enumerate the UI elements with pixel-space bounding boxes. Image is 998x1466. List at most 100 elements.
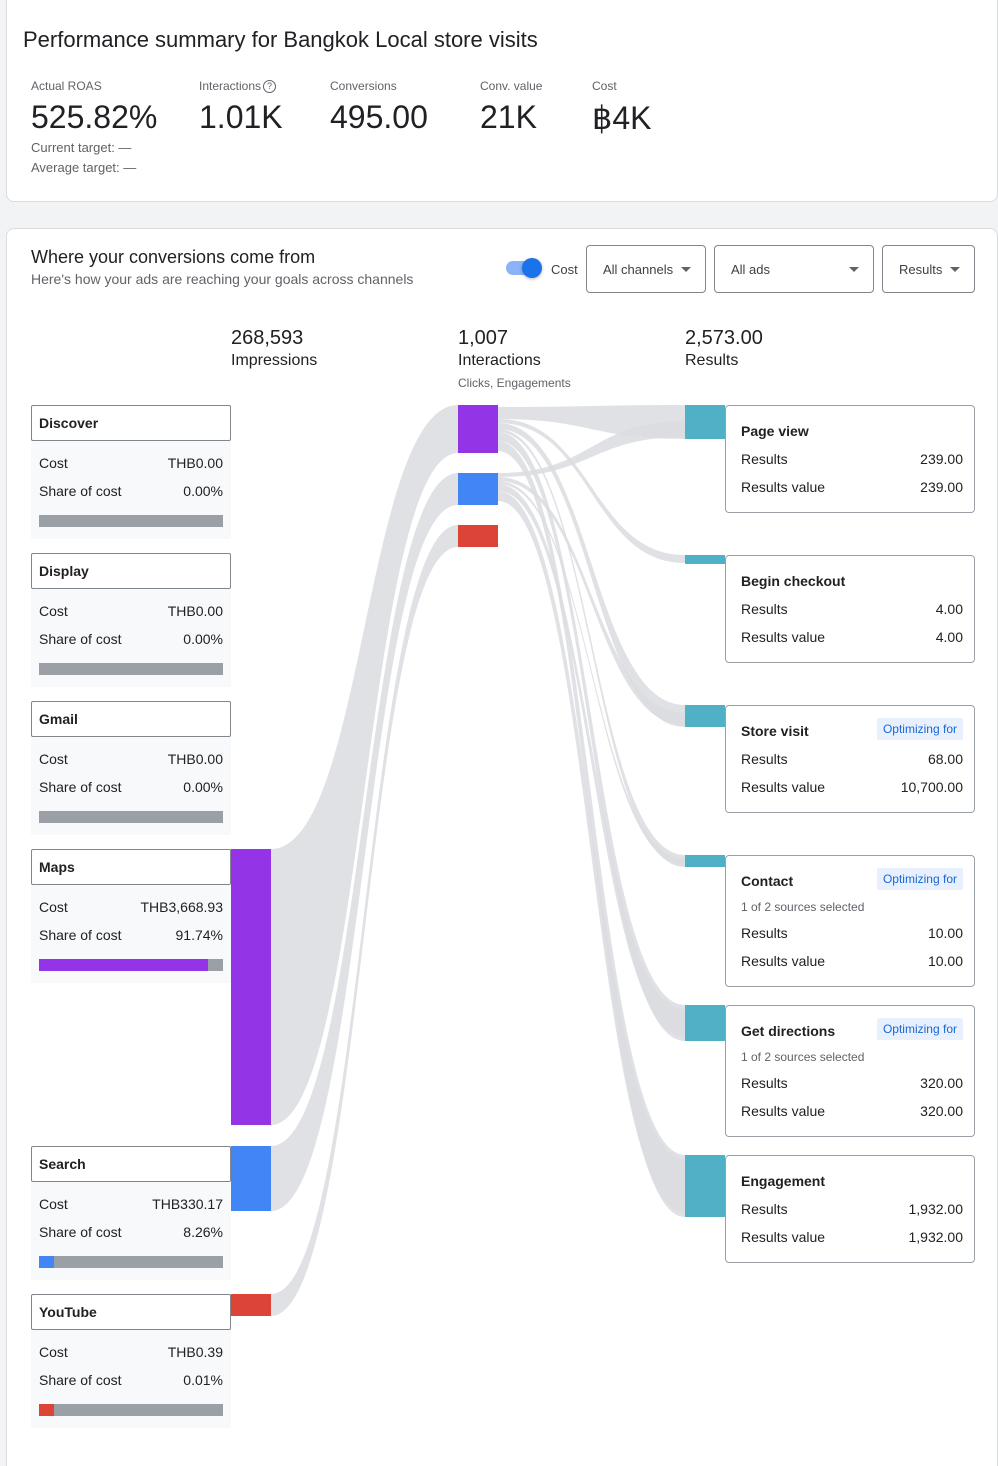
share-of-cost-fill <box>39 1404 54 1416</box>
channel-card-search[interactable]: Search Cost THB330.17 Share of cost 8.26% <box>31 1146 231 1280</box>
results-value: 10,700.00 <box>900 779 963 795</box>
node-interactions-maps <box>458 405 498 453</box>
optimizing-for-badge: Optimizing for <box>876 1018 963 1040</box>
result-card-store-visit[interactable]: Store visit Optimizing for Results 68.00 … <box>725 705 975 813</box>
results-count: 68.00 <box>927 751 963 767</box>
sources-note: 1 of 2 sources selected <box>741 900 865 914</box>
share-label: Share of cost <box>39 927 122 943</box>
impressions-count: 268,593 <box>231 327 304 349</box>
share-value: 0.00% <box>183 779 223 795</box>
results-count: 239.00 <box>920 451 963 467</box>
share-label: Share of cost <box>39 779 122 795</box>
node-result-contact <box>685 855 725 867</box>
share-of-cost-bar <box>39 1404 223 1416</box>
result-card-page-view[interactable]: Page view Results 239.00 Results value 239… <box>725 405 975 513</box>
share-of-cost-bar <box>39 811 223 823</box>
ads-dropdown[interactable]: All ads <box>714 245 874 293</box>
results-dropdown[interactable]: Results <box>882 245 975 293</box>
channel-share-row: Share of cost 0.00% <box>31 779 231 795</box>
channel-card-youtube[interactable]: YouTube Cost THB0.39 Share of cost 0.01% <box>31 1294 231 1428</box>
channel-share-row: Share of cost 91.74% <box>31 927 231 943</box>
result-name: Engagement <box>741 1173 826 1189</box>
conversion-flow-card: Where your conversions come from Here's … <box>6 228 998 1466</box>
node-youtube <box>231 1294 271 1316</box>
help-icon[interactable]: ? <box>263 79 277 93</box>
share-value: 0.01% <box>183 1372 223 1388</box>
dropdown-arrow-icon <box>849 267 859 272</box>
results-row: Results 1,932.00 <box>741 1201 963 1217</box>
flow-link-get-directions <box>498 432 685 1041</box>
cost-value: THB0.00 <box>167 455 223 471</box>
share-of-cost-bar <box>39 959 223 971</box>
cost-label: Cost <box>39 1196 68 1212</box>
share-value: 8.26% <box>183 1224 223 1240</box>
node-result-get-directions <box>685 1005 725 1041</box>
result-name: Contact <box>741 873 794 889</box>
results-value-row: Results value 10.00 <box>741 953 963 969</box>
share-of-cost-fill <box>39 959 208 971</box>
results-label: Results <box>741 601 788 617</box>
sankey-flow-diagram <box>231 405 725 1316</box>
flow-subtitle: Here's how your ads are reaching your go… <box>31 271 414 287</box>
results-value-row: Results value 10,700.00 <box>741 779 963 795</box>
channel-cost-row: Cost THB3,668.93 <box>31 899 231 915</box>
flow-title: Where your conversions come from <box>31 247 316 267</box>
result-card-get-directions[interactable]: Get directions Optimizing for 1 of 2 sou… <box>725 1005 975 1137</box>
metric-value: 525.82% <box>31 99 158 135</box>
performance-summary-card: Performance summary for Bangkok Local st… <box>6 0 998 202</box>
results-label: Results <box>741 751 788 767</box>
node-result-page-view <box>685 405 725 439</box>
share-label: Share of cost <box>39 631 122 647</box>
channel-card-gmail[interactable]: Gmail Cost THB0.00 Share of cost 0.00% <box>31 701 231 835</box>
result-card-contact[interactable]: Contact Optimizing for 1 of 2 sources se… <box>725 855 975 987</box>
metric-value: 495.00 <box>330 99 428 135</box>
results-value: 10.00 <box>927 953 963 969</box>
results-row: Results 10.00 <box>741 925 963 941</box>
channel-card-maps[interactable]: Maps Cost THB3,668.93 Share of cost 91.74% <box>31 849 231 983</box>
channels-dropdown[interactable]: All channels <box>586 245 706 293</box>
metric-label: Interactions <box>199 79 262 93</box>
results-label: Results <box>741 925 788 941</box>
cost-toggle[interactable] <box>506 257 542 279</box>
share-value: 91.74% <box>175 927 223 943</box>
results-row: Results 68.00 <box>741 751 963 767</box>
channel-share-row: Share of cost 8.26% <box>31 1224 231 1240</box>
results-header: 2,573.00 Results <box>685 327 763 370</box>
impressions-header: 268,593 Impressions <box>231 327 317 370</box>
results-label: Results <box>685 352 739 369</box>
channel-share-row: Share of cost 0.00% <box>31 631 231 647</box>
summary-title: Performance summary for Bangkok Local st… <box>23 27 538 52</box>
metric-value: 21K <box>480 99 537 135</box>
results-row: Results 320.00 <box>741 1075 963 1091</box>
results-value-label: Results value <box>741 779 826 795</box>
metric-label: Cost <box>592 79 617 93</box>
results-value-label: Results value <box>741 953 826 969</box>
node-interactions-youtube <box>458 525 498 547</box>
metric-label: Conv. value <box>480 79 543 93</box>
channel-name: Maps <box>31 849 231 885</box>
metric-value: 1.01K <box>199 99 283 135</box>
metric-label: Actual ROAS <box>31 79 102 93</box>
metric-conv-value: Conv. value 21K <box>480 79 542 136</box>
results-value-label: Results value <box>741 1229 826 1245</box>
share-of-cost-fill <box>39 1256 55 1268</box>
flow-link-store-visit <box>498 423 685 727</box>
result-card-engagement[interactable]: Engagement Results 1,932.00 Results value… <box>725 1155 975 1263</box>
result-card-begin-checkout[interactable]: Begin checkout Results 4.00 Results value… <box>725 555 975 663</box>
results-dropdown-value: Results <box>899 261 943 277</box>
cost-value: THB0.00 <box>167 603 223 619</box>
channel-card-display[interactable]: Display Cost THB0.00 Share of cost 0.00% <box>31 553 231 687</box>
channel-share-row: Share of cost 0.01% <box>31 1372 231 1388</box>
cost-value: THB0.39 <box>167 1344 223 1360</box>
node-maps <box>231 849 271 1125</box>
channel-card-discover[interactable]: Discover Cost THB0.00 Share of cost 0.00% <box>31 405 231 539</box>
average-target: Average target: — <box>31 160 137 175</box>
metric-cost: Cost ฿4K <box>592 79 652 137</box>
results-count: 320.00 <box>920 1075 963 1091</box>
share-value: 0.00% <box>183 483 223 499</box>
results-label: Results <box>741 1075 788 1091</box>
channel-share-row: Share of cost 0.00% <box>31 483 231 499</box>
results-value-label: Results value <box>741 479 826 495</box>
cost-label: Cost <box>39 603 68 619</box>
results-value-label: Results value <box>741 1103 826 1119</box>
